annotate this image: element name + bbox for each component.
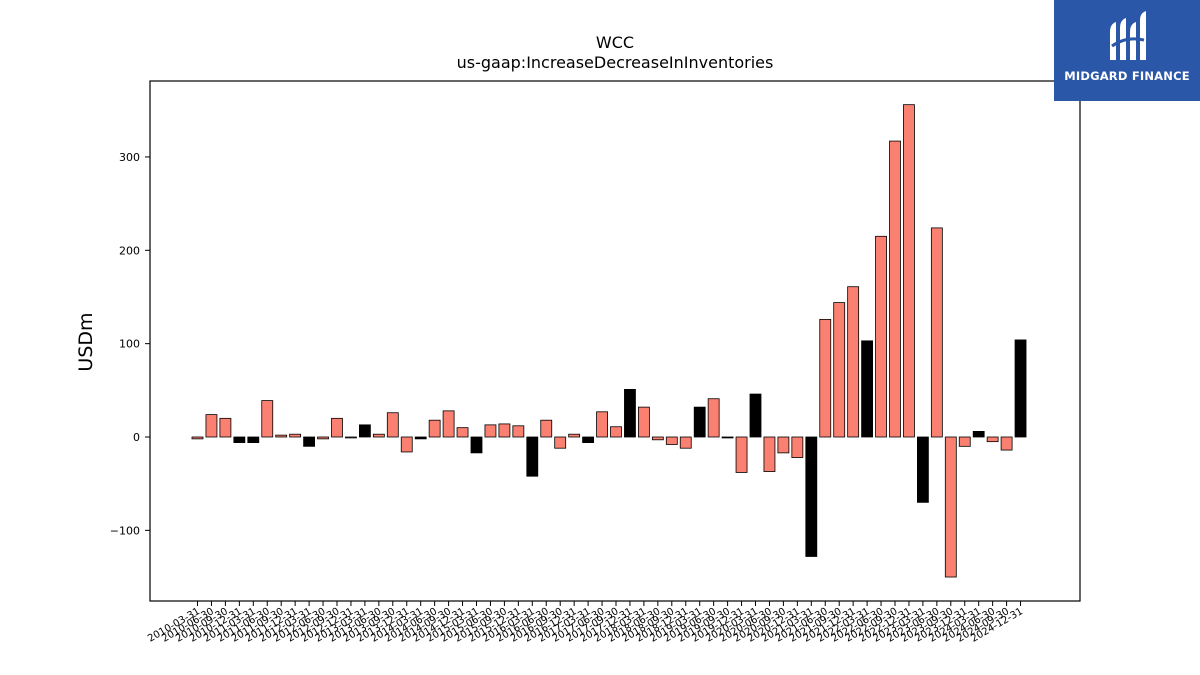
bar-2019-06-30 — [707, 398, 720, 438]
bar-2024-03-31 — [972, 430, 985, 438]
bar-2011-03-31 — [247, 436, 260, 443]
y-tick-label: 100 — [119, 338, 140, 351]
y-tick-label: −100 — [110, 524, 140, 537]
logo-mark-icon — [1110, 11, 1146, 60]
bar-2019-09-30 — [721, 436, 734, 439]
bar-2011-06-30 — [261, 400, 274, 438]
brand-logo: MIDGARD FINANCE — [1054, 0, 1200, 101]
bar-2021-06-30 — [819, 318, 832, 438]
bars-group — [191, 104, 1027, 578]
bar-2018-03-31 — [638, 406, 650, 438]
bar-2014-03-31 — [414, 436, 427, 440]
bar-2011-12-31 — [289, 433, 302, 438]
y-tick-label: 0 — [133, 431, 140, 444]
y-tick-label: 200 — [119, 244, 140, 257]
bar-2023-03-31 — [917, 436, 929, 503]
bar-2019-12-31 — [735, 436, 748, 473]
bar-2013-06-30 — [372, 433, 385, 438]
bar-2014-12-31 — [456, 427, 469, 438]
bar-2022-03-31 — [861, 340, 873, 438]
bar-2015-09-30 — [498, 423, 511, 438]
bar-2011-09-30 — [275, 434, 288, 438]
bar-2015-12-31 — [512, 425, 525, 438]
bar-2012-06-30 — [317, 436, 329, 440]
brand-name: MIDGARD FINANCE — [1064, 69, 1190, 83]
bar-2018-09-30 — [665, 436, 678, 445]
bar-2021-12-31 — [847, 286, 860, 438]
bar-2016-06-30 — [540, 419, 553, 438]
bar-2012-12-31 — [345, 436, 357, 439]
chart-subtitle: us-gaap:IncreaseDecreaseInInventories — [457, 53, 774, 72]
bar-2021-09-30 — [833, 302, 846, 438]
bar-2012-03-31 — [303, 436, 316, 447]
bar-2017-03-31 — [582, 436, 594, 443]
bar-2010-03-31 — [191, 436, 204, 440]
bar-2020-06-30 — [763, 436, 776, 472]
bar-2023-12-31 — [958, 436, 971, 447]
bar-2024-06-30 — [986, 436, 999, 443]
bar-2017-06-30 — [596, 411, 608, 438]
x-axis-ticks: 2010-03-312010-06-302010-09-302010-12-31… — [146, 601, 1025, 645]
bar-2015-03-31 — [470, 436, 483, 454]
y-tick-label: 300 — [119, 151, 140, 164]
bar-2013-09-30 — [386, 412, 399, 438]
bar-2017-09-30 — [610, 426, 622, 438]
bar-2024-12-31 — [1014, 339, 1027, 438]
bar-2010-09-30 — [219, 417, 232, 438]
plot-frame — [149, 80, 1081, 602]
bar-2015-06-30 — [484, 424, 497, 438]
bar-2017-12-31 — [624, 388, 636, 438]
bar-2021-03-31 — [805, 436, 818, 557]
bar-2014-09-30 — [442, 410, 455, 438]
bar-2018-06-30 — [651, 436, 664, 441]
bar-2016-03-31 — [526, 436, 539, 477]
bar-2010-06-30 — [205, 414, 218, 438]
chart-title: WCC — [596, 33, 634, 52]
y-axis-label: USDm — [75, 312, 97, 371]
bar-2023-09-30 — [944, 436, 957, 578]
bar-2022-06-30 — [875, 235, 887, 438]
bar-2022-12-31 — [903, 104, 915, 438]
y-axis-ticks: −100 0 100 200 300 — [110, 151, 150, 537]
bar-2020-09-30 — [777, 436, 790, 454]
bar-2022-09-30 — [889, 140, 901, 438]
bar-2010-12-31 — [233, 436, 246, 443]
bar-2013-12-31 — [400, 436, 413, 453]
bar-2023-06-30 — [930, 227, 943, 438]
bar-2016-09-30 — [554, 436, 567, 449]
bar-2016-12-31 — [568, 433, 581, 438]
bar-2024-09-30 — [1000, 436, 1013, 451]
bar-2020-12-31 — [791, 436, 804, 458]
bar-2019-03-31 — [693, 406, 706, 438]
bar-2013-03-31 — [358, 424, 371, 438]
bar-2018-12-31 — [679, 436, 692, 449]
bar-2020-03-31 — [749, 393, 762, 438]
bar-2012-09-30 — [331, 417, 343, 438]
bar-2014-06-30 — [428, 419, 441, 438]
